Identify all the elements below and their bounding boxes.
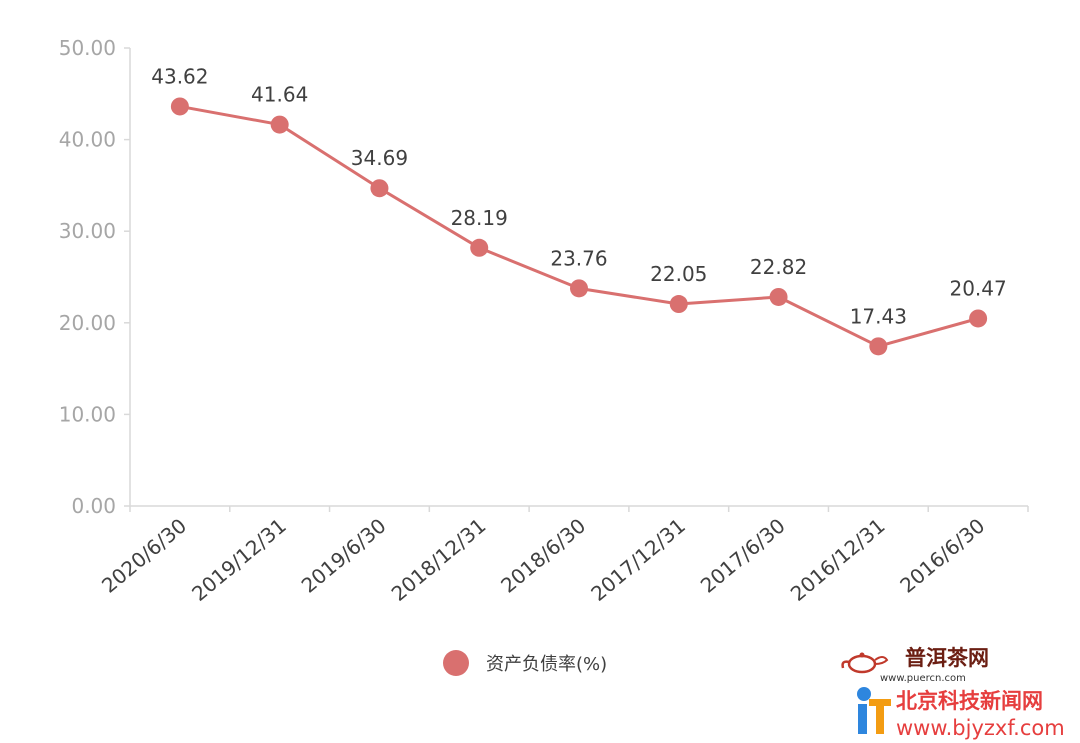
data-label: 22.05 (650, 262, 707, 286)
data-point[interactable] (470, 238, 489, 257)
y-tick-label: 40.00 (59, 128, 116, 152)
y-tick-label: 0.00 (71, 494, 116, 518)
data-point[interactable] (669, 295, 688, 314)
x-tick-label: 2016/6/30 (895, 513, 989, 597)
x-tick-label: 2018/12/31 (387, 513, 491, 605)
x-tick-label: 2016/12/31 (786, 513, 890, 605)
data-label: 17.43 (850, 304, 907, 328)
x-tick-label: 2019/12/31 (187, 513, 291, 605)
watermark-site-url: www.puercn.com (880, 673, 966, 684)
x-tick-label: 2017/6/30 (696, 513, 790, 597)
data-point[interactable] (570, 279, 588, 298)
watermark-site-name: 普洱茶网 (905, 645, 989, 670)
watermark-bjyzxf: 北京科技新闻网 www.bjyzxf.com (857, 687, 1065, 740)
legend-marker (443, 650, 469, 676)
data-point[interactable] (869, 337, 888, 356)
x-tick-label: 2017/12/31 (586, 513, 690, 605)
data-label: 34.69 (351, 146, 408, 170)
teapot-logo-icon (841, 652, 889, 674)
data-point[interactable] (170, 97, 189, 116)
it-logo-icon (857, 687, 891, 734)
y-axis: 0.00 10.00 20.00 30.00 40.00 50.00 (59, 36, 131, 518)
data-point[interactable] (370, 179, 389, 198)
x-tick-label: 2018/6/30 (496, 513, 590, 597)
watermark-puercn: 普洱茶网 www.puercn.com (841, 645, 989, 684)
data-label: 22.82 (750, 255, 807, 279)
legend[interactable]: 资产负债率(%) (443, 650, 607, 676)
data-label: 28.19 (451, 206, 508, 230)
x-tick-label: 2019/6/30 (297, 513, 391, 597)
series-layer: 43.62 41.64 34.69 28.19 23.76 22.05 22.82 17.43… (151, 64, 1007, 356)
y-tick-label: 20.00 (59, 311, 116, 335)
y-tick-label: 50.00 (59, 36, 116, 60)
data-label: 23.76 (550, 246, 607, 270)
data-label: 41.64 (251, 83, 308, 107)
x-tick-label: 2020/6/30 (97, 513, 191, 597)
data-point[interactable] (270, 115, 289, 134)
watermark-site-url-2: www.bjyzxf.com (896, 716, 1065, 740)
data-point[interactable] (769, 287, 788, 306)
y-tick-label: 30.00 (59, 219, 116, 243)
data-point[interactable] (969, 309, 988, 328)
watermark-site-name-2: 北京科技新闻网 (896, 689, 1043, 713)
data-label: 20.47 (949, 276, 1006, 300)
data-label: 43.62 (151, 64, 208, 88)
legend-label: 资产负债率(%) (486, 654, 607, 675)
y-tick-label: 10.00 (59, 402, 116, 426)
